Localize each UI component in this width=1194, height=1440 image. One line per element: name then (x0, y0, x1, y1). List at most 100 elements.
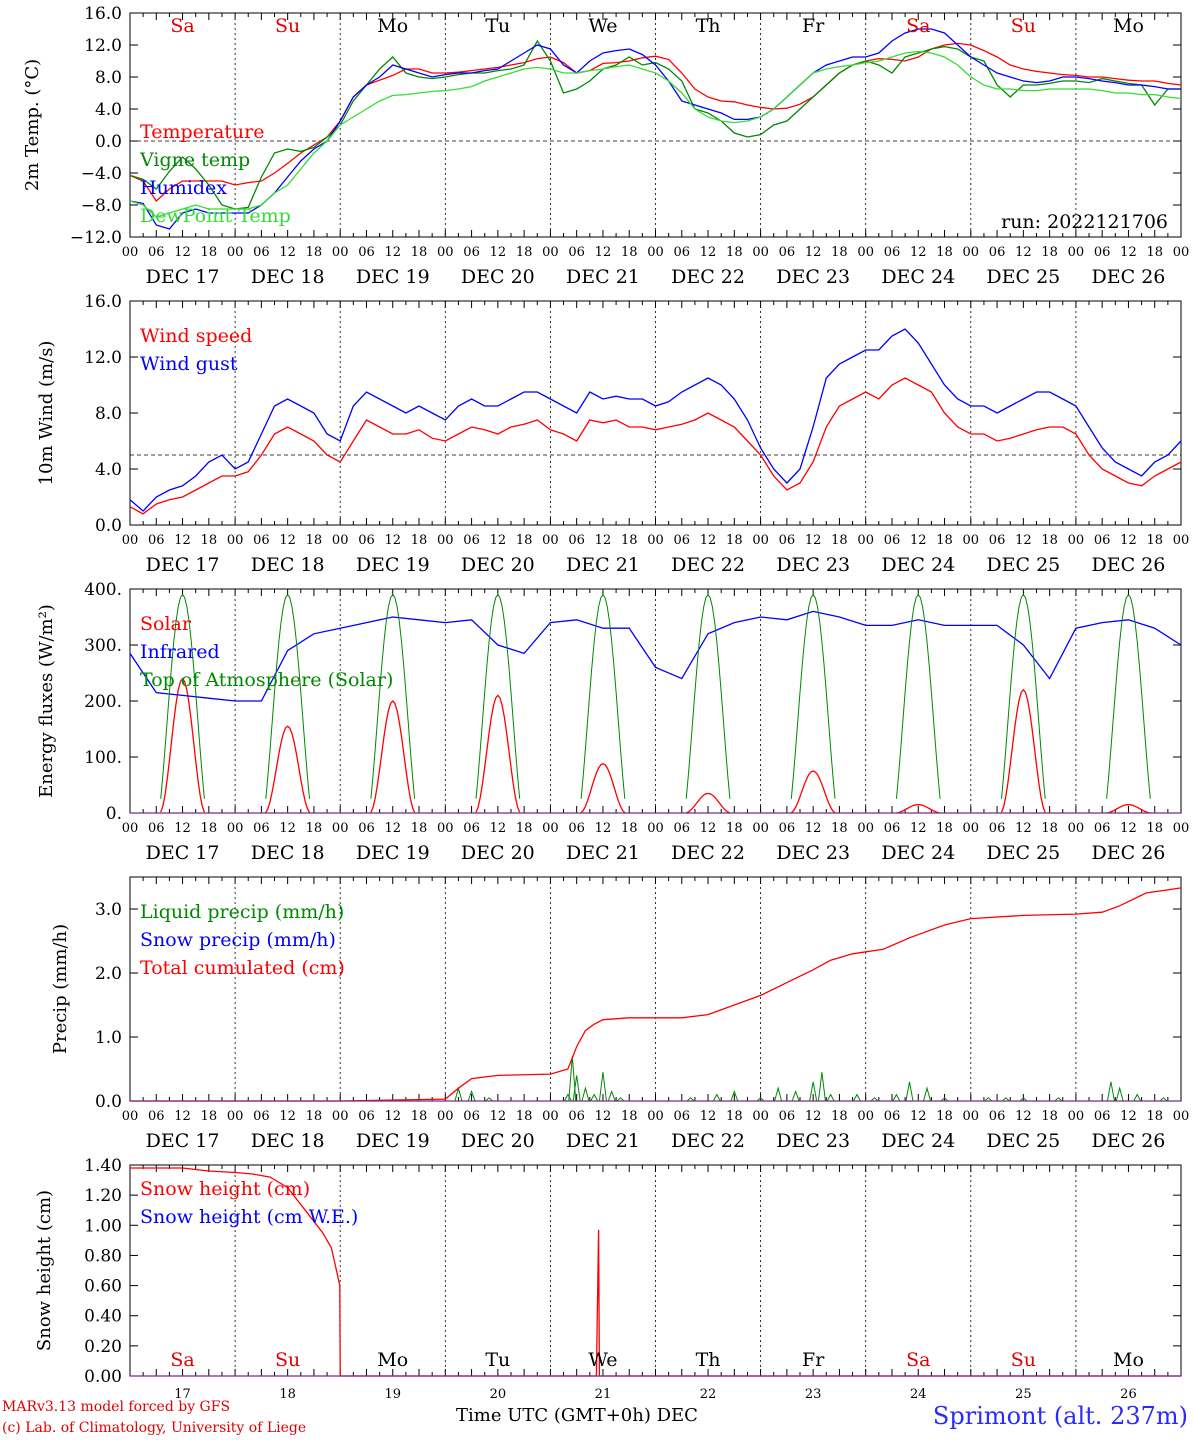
series-line-liquid-precip-mm-h (1106, 1081, 1115, 1102)
series-line-top-of-atmosphere-solar (160, 593, 205, 799)
series-line-solar (370, 700, 416, 813)
day-date-label: DEC 23 (776, 266, 850, 288)
hour-tick-label: 12 (174, 821, 191, 836)
legend-label: Temperature (140, 121, 264, 143)
series-line-snow-height-cm (130, 1167, 1181, 1377)
day-letter: Th (696, 1349, 721, 1371)
day-date-label: DEC 26 (1092, 842, 1166, 864)
y-axis-title: 10m Wind (m/s) (36, 341, 57, 486)
day-number: 26 (1120, 1387, 1137, 1402)
day-letter: Sa (170, 15, 194, 37)
series-line-solar (1106, 803, 1151, 814)
day-date-label: DEC 25 (986, 266, 1060, 288)
y-tick-label: −12.0 (70, 228, 122, 248)
panel-3 (129, 588, 1182, 814)
y-tick-label: 0. (106, 804, 122, 824)
series-line-liquid-precip-mm-h (563, 1093, 572, 1102)
hour-tick-label: 18 (411, 821, 428, 836)
y-tick-label: 2.0 (95, 964, 122, 984)
hour-tick-label: 06 (463, 821, 480, 836)
series-line-liquid-precip-mm-h (607, 1089, 616, 1102)
day-date-label: DEC 21 (566, 842, 640, 864)
legend-label: Vigne temp (139, 149, 250, 171)
hour-tick-label: 00 (647, 533, 664, 548)
hour-tick-label: 18 (831, 1109, 848, 1124)
hour-tick-label: 12 (490, 533, 507, 548)
y-tick-label: 0.40 (84, 1307, 122, 1327)
hour-tick-label: 12 (1015, 821, 1032, 836)
day-letter: Sa (906, 15, 930, 37)
day-number: 21 (595, 1387, 612, 1402)
hour-tick-label: 18 (411, 1109, 428, 1124)
series-line-liquid-precip-mm-h (923, 1086, 931, 1102)
hour-tick-label: 00 (332, 1109, 349, 1124)
series-line-liquid-precip-mm-h (791, 1089, 800, 1102)
hour-tick-label: 18 (936, 821, 953, 836)
y-tick-label: 0.0 (95, 132, 122, 152)
hour-tick-label: 06 (989, 1109, 1006, 1124)
legend-label: DewPoint Temp (140, 205, 291, 227)
y-tick-label: −4.0 (81, 164, 122, 184)
hour-tick-label: 06 (779, 821, 796, 836)
hour-tick-label: 12 (700, 1109, 717, 1124)
hour-tick-label: 06 (674, 245, 691, 260)
hour-tick-label: 18 (516, 821, 533, 836)
day-letter: Sa (170, 1349, 194, 1371)
hour-tick-label: 00 (542, 821, 559, 836)
hour-tick-label: 06 (989, 821, 1006, 836)
hour-tick-label: 00 (857, 245, 874, 260)
day-date-label: DEC 26 (1092, 266, 1166, 288)
day-letter: Tu (485, 1349, 510, 1371)
y-tick-label: 0.0 (95, 516, 122, 536)
series-line-top-of-atmosphere-solar (1106, 593, 1151, 799)
series-line-liquid-precip-mm-h (756, 1097, 765, 1102)
y-tick-label: 4.0 (95, 100, 122, 120)
hour-tick-label: 18 (1041, 1109, 1058, 1124)
day-letter: Mo (1113, 15, 1144, 37)
day-date-label: DEC 18 (251, 554, 325, 576)
hour-tick-label: 00 (963, 245, 980, 260)
series-line-liquid-precip-mm-h (852, 1093, 861, 1102)
hour-tick-label: 06 (674, 1109, 691, 1124)
day-letter: Mo (377, 1349, 408, 1371)
series-line-liquid-precip-mm-h (712, 1093, 721, 1102)
y-tick-label: 200. (84, 692, 122, 712)
panel-5 (129, 1164, 1182, 1377)
hour-tick-label: 06 (989, 533, 1006, 548)
series-line-liquid-precip-mm-h (581, 1086, 590, 1102)
hour-tick-label: 18 (516, 1109, 533, 1124)
hour-tick-label: 06 (463, 1109, 480, 1124)
y-axis-title: Precip (mm/h) (50, 924, 71, 1054)
hour-tick-label: 18 (1041, 533, 1058, 548)
hour-tick-label: 12 (1120, 1109, 1137, 1124)
hour-tick-label: 06 (989, 245, 1006, 260)
hour-tick-label: 00 (122, 1109, 139, 1124)
hour-tick-label: 00 (752, 245, 769, 260)
hour-tick-label: 18 (1146, 821, 1163, 836)
hour-tick-label: 12 (1120, 533, 1137, 548)
hour-tick-label: 12 (1120, 821, 1137, 836)
day-date-label: DEC 23 (776, 842, 850, 864)
legend-label: Wind speed (140, 325, 252, 347)
day-date-label: DEC 20 (461, 554, 535, 576)
month-label: DEC (656, 1405, 698, 1426)
hour-tick-label: 06 (568, 821, 585, 836)
y-tick-label: 1.20 (84, 1186, 122, 1206)
hour-tick-label: 06 (253, 533, 270, 548)
series-line-infrared (129, 610, 1182, 702)
hour-tick-label: 12 (174, 245, 191, 260)
hour-tick-label: 18 (411, 533, 428, 548)
day-date-label: DEC 17 (146, 554, 220, 576)
hour-tick-label: 00 (647, 1109, 664, 1124)
hour-tick-label: 00 (122, 821, 139, 836)
hour-tick-label: 06 (1094, 533, 1111, 548)
series-line-total-cumulated-cm (130, 887, 1182, 1102)
day-date-label: DEC 25 (986, 1130, 1060, 1152)
hour-tick-label: 00 (1173, 245, 1190, 260)
day-date-label: DEC 22 (671, 266, 745, 288)
time-label: Time UTC (GMT+0h) (456, 1405, 651, 1426)
day-letter: Sa (906, 1349, 930, 1371)
day-letter: Su (275, 1349, 300, 1371)
y-tick-label: 0.60 (84, 1277, 122, 1297)
